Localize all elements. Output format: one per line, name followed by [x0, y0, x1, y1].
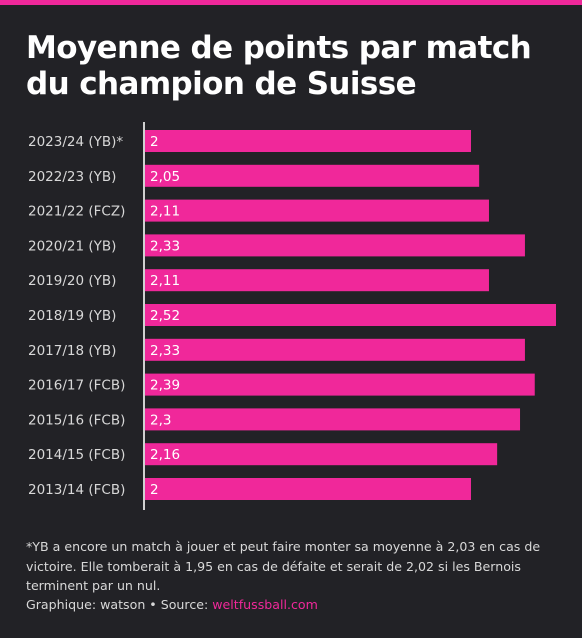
bar — [144, 478, 471, 500]
bar — [144, 408, 521, 431]
bar — [144, 443, 498, 466]
category-label: 2019/20 (YB) — [28, 273, 116, 289]
bar — [144, 164, 480, 187]
value-label: 2,3 — [150, 412, 171, 428]
value-label: 2,16 — [150, 447, 180, 463]
bar — [144, 199, 489, 222]
value-label: 2,11 — [150, 204, 180, 220]
value-label: 2,33 — [150, 343, 180, 359]
bar — [144, 130, 471, 152]
value-label: 2 — [150, 482, 159, 498]
category-label: 2016/17 (FCB) — [28, 378, 125, 394]
bar-chart: 2023/24 (YB)* 2 2022/23 (YB) 2,05 2021/22 (F… — [28, 122, 556, 510]
category-label: 2014/15 (FCB) — [28, 447, 125, 463]
value-label: 2,52 — [150, 308, 180, 324]
credit-prefix: Graphique: watson • Source: — [26, 597, 213, 612]
category-label: 2020/21 (YB) — [28, 238, 116, 254]
category-label: 2018/19 (YB) — [28, 308, 116, 324]
value-label: 2,39 — [150, 378, 180, 394]
credit-line: Graphique: watson • Source: weltfussball… — [26, 596, 562, 614]
category-label: 2013/14 (FCB) — [28, 482, 125, 498]
value-label: 2 — [150, 134, 159, 150]
value-label: 2,33 — [150, 238, 180, 254]
bar — [144, 338, 525, 361]
category-label: 2023/24 (YB)* — [28, 134, 123, 150]
category-label: 2017/18 (YB) — [28, 343, 116, 359]
category-label: 2021/22 (FCZ) — [28, 204, 125, 220]
chart-title: Moyenne de points par match du champion … — [26, 30, 532, 102]
bar — [144, 234, 525, 257]
value-label: 2,05 — [150, 169, 180, 185]
top-accent-bar — [0, 0, 582, 5]
category-label: 2022/23 (YB) — [28, 169, 116, 185]
value-label: 2,11 — [150, 273, 180, 289]
category-label: 2015/16 (FCB) — [28, 412, 125, 428]
bar — [144, 373, 535, 396]
bar — [144, 269, 489, 292]
bar — [144, 304, 556, 326]
footnote: *YB a encore un match à jouer et peut fa… — [26, 539, 541, 593]
source-link[interactable]: weltfussball.com — [212, 597, 318, 612]
